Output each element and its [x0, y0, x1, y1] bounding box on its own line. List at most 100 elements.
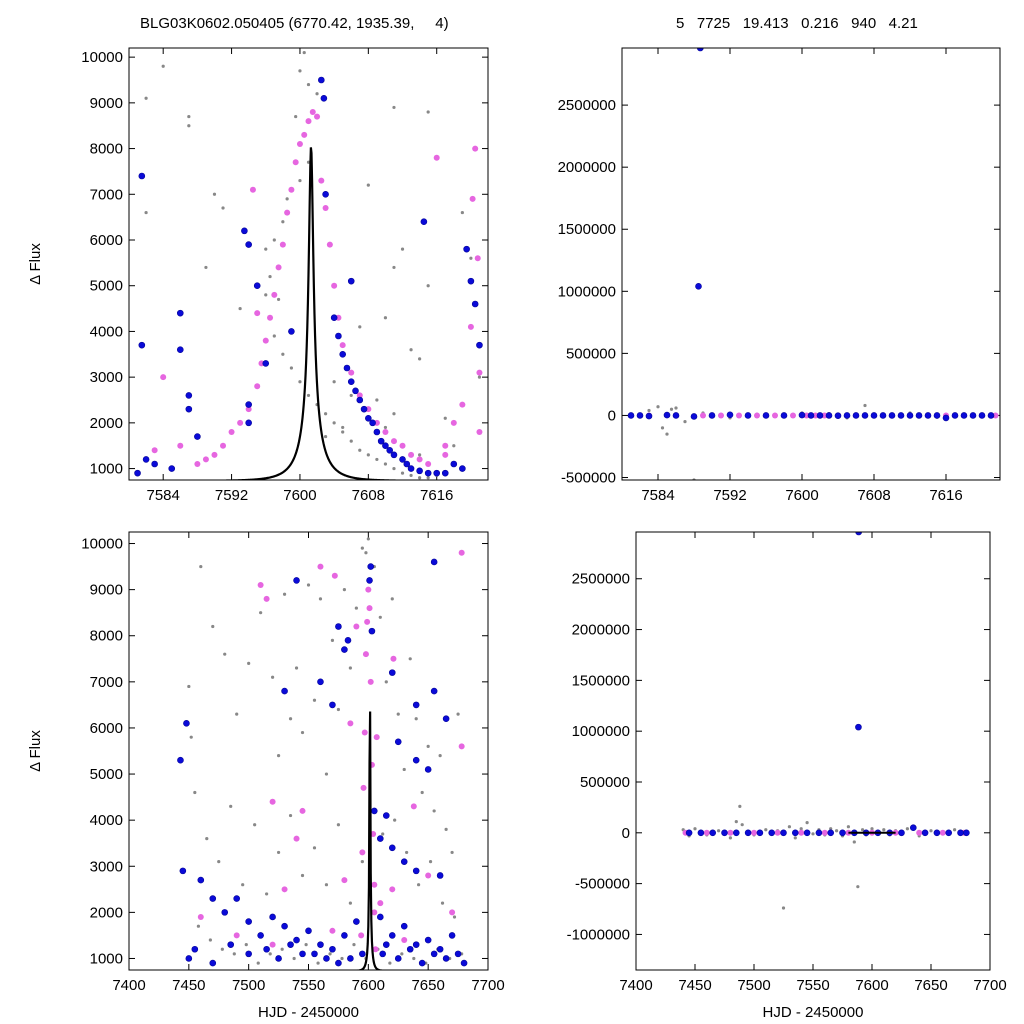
x-tick-label: 7400: [112, 977, 145, 994]
data-point-blue: [708, 412, 716, 419]
data-point-magenta: [992, 412, 999, 419]
data-point-gray: [205, 837, 209, 841]
data-point-gray: [418, 453, 422, 457]
data-point-gray: [402, 767, 406, 772]
data-point-gray: [276, 297, 281, 302]
data-point-gray: [217, 860, 221, 864]
data-point-gray: [282, 592, 287, 596]
data-point-blue: [412, 941, 420, 948]
data-point-gray: [811, 832, 815, 836]
data-point-gray: [390, 597, 394, 601]
data-point-gray: [400, 952, 404, 956]
data-point-gray: [793, 836, 797, 840]
data-point-gray: [438, 754, 442, 758]
data-point-gray: [272, 334, 276, 338]
data-point-gray: [674, 406, 678, 410]
data-point-gray: [306, 82, 311, 87]
data-point-gray: [304, 943, 308, 947]
data-point-gray: [294, 666, 299, 670]
data-point-blue: [744, 412, 752, 419]
data-point-blue: [855, 723, 862, 731]
data-point-magenta: [293, 835, 300, 842]
data-point-magenta: [331, 572, 338, 579]
data-point-blue: [245, 918, 252, 925]
data-point-gray: [426, 110, 430, 114]
bottom-left-points: [177, 537, 468, 967]
x-tick-label: 7400: [619, 977, 652, 994]
data-point-blue: [341, 646, 348, 653]
data-point-blue: [183, 720, 190, 727]
data-point-gray: [693, 827, 697, 831]
data-point-blue: [791, 829, 799, 837]
data-point-blue: [318, 76, 325, 84]
data-point-magenta: [472, 145, 479, 152]
data-point-gray: [294, 114, 298, 119]
data-point-blue: [695, 283, 702, 290]
data-point-gray: [324, 883, 329, 887]
data-point-gray: [456, 712, 460, 716]
x-axis-label: HJD - 2450000: [763, 1004, 864, 1021]
data-point-magenta: [288, 186, 295, 193]
data-point-blue: [365, 414, 372, 422]
data-point-gray: [656, 405, 660, 409]
data-point-blue: [176, 309, 184, 317]
data-point-magenta: [233, 932, 240, 939]
data-point-gray: [383, 425, 388, 430]
data-point-magenta: [367, 678, 374, 685]
data-point-gray: [392, 466, 396, 471]
y-tick-label: 9000: [90, 95, 123, 112]
data-point-blue: [815, 829, 823, 837]
data-point-blue: [888, 412, 896, 419]
data-point-blue: [933, 829, 941, 837]
data-point-gray: [396, 712, 400, 716]
data-point-blue: [969, 412, 977, 419]
data-point-gray: [392, 265, 396, 270]
data-point-blue: [317, 678, 324, 686]
data-point-blue: [317, 941, 324, 948]
y-tick-label: 5000: [90, 278, 123, 295]
data-point-gray: [383, 462, 388, 466]
data-point-blue: [191, 945, 199, 953]
x-tick-label: 7700: [973, 977, 1006, 994]
x-tick-label: 7584: [641, 487, 674, 504]
x-tick-label: 7500: [232, 977, 265, 994]
data-point-magenta: [237, 419, 244, 426]
data-point-blue: [430, 950, 438, 958]
top-right-panel: 7584 7592 7600 7608 7616 -500000 0 500000 100000…: [558, 47, 1001, 504]
data-point-blue: [341, 932, 348, 939]
data-point-magenta: [442, 451, 449, 458]
data-point-magenta: [371, 881, 378, 888]
data-point-gray: [232, 952, 236, 956]
data-point-gray: [408, 657, 412, 661]
data-point-gray: [378, 615, 382, 619]
data-point-magenta: [271, 291, 278, 298]
data-point-blue: [322, 190, 329, 198]
data-point-blue: [335, 332, 342, 340]
data-point-gray: [805, 821, 809, 825]
data-point-gray: [208, 938, 212, 942]
data-point-blue: [388, 669, 396, 676]
data-point-gray: [420, 790, 424, 795]
data-point-gray: [223, 652, 227, 656]
data-point-magenta: [449, 909, 456, 916]
data-point-magenta: [425, 461, 432, 467]
data-point-blue: [197, 876, 205, 884]
data-point-blue: [433, 469, 441, 477]
data-point-blue: [305, 927, 312, 935]
data-point-blue: [269, 913, 276, 921]
data-point-magenta: [257, 582, 264, 589]
data-point-magenta: [194, 461, 201, 467]
data-point-blue: [221, 909, 229, 916]
data-point-magenta: [821, 829, 828, 836]
data-point-blue: [418, 959, 426, 967]
data-point-magenta: [318, 177, 325, 184]
data-point-blue: [388, 844, 396, 852]
data-point-blue: [906, 412, 914, 419]
data-point-blue: [376, 835, 384, 842]
data-point-gray: [196, 924, 201, 928]
data-point-magenta: [382, 429, 389, 435]
y-tick-label: -1000000: [567, 926, 630, 943]
data-point-blue: [344, 637, 352, 644]
data-point-blue: [921, 829, 929, 837]
data-point-gray: [312, 698, 317, 702]
